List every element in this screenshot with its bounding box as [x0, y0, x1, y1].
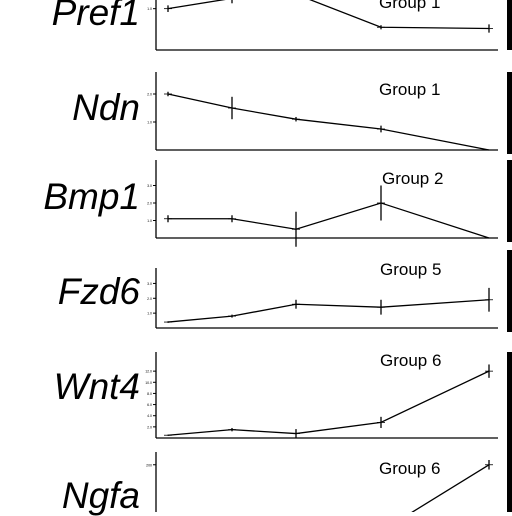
- right-edge-bar-6: [507, 458, 512, 512]
- group-label-ngfa: Group 6: [379, 459, 441, 478]
- series-line-wnt4: [167, 370, 490, 436]
- y-tick-label-pref1-0: 1.0: [147, 7, 152, 11]
- series-line-fzd6: [167, 299, 490, 323]
- right-edge-bar-1: [507, 0, 512, 50]
- gene-label-ngfa: Ngfa: [61, 475, 140, 516]
- y-tick-label-wnt4-2: 6.0: [147, 403, 152, 407]
- y-tick-label-fzd6-0: 1.0: [147, 312, 152, 316]
- gene-label-ndn: Ndn: [72, 87, 140, 128]
- y-tick-label-wnt4-3: 8.0: [147, 392, 152, 396]
- group-label-wnt4: Group 6: [380, 351, 442, 370]
- y-tick-label-wnt4-5: 12.0: [145, 370, 152, 374]
- y-tick-label-wnt4-1: 4.0: [147, 414, 152, 418]
- series-line-pref1: [167, 0, 490, 30]
- series-line-ngfa: [411, 464, 490, 512]
- y-tick-label-wnt4-4: 10.0: [145, 381, 152, 385]
- y-tick-label-fzd6-1: 2.0: [147, 297, 152, 301]
- group-label-fzd6: Group 5: [380, 260, 442, 279]
- y-tick-label-ngfa-0: 200: [146, 463, 152, 467]
- y-tick-label-ndn-0: 1.0: [147, 121, 152, 125]
- group-label-ndn: Group 1: [379, 80, 441, 99]
- group-label-pref1: Group 1: [379, 0, 441, 12]
- series-line-bmp1: [168, 202, 490, 239]
- series-line-ndn: [167, 93, 490, 151]
- right-edge-bar-5: [507, 352, 512, 462]
- y-tick-label-ndn-1: 2.0: [147, 93, 152, 97]
- y-tick-label-bmp1-0: 1.0: [147, 219, 152, 223]
- right-edge-bar-3: [507, 160, 512, 242]
- right-edge-bar-2: [507, 72, 512, 154]
- y-tick-label-fzd6-2: 3.0: [147, 282, 152, 286]
- y-tick-label-wnt4-0: 2.0: [147, 425, 152, 429]
- group-label-bmp1: Group 2: [382, 169, 444, 188]
- gene-label-bmp1: Bmp1: [43, 176, 140, 217]
- y-tick-label-bmp1-2: 3.0: [147, 184, 152, 188]
- right-edge-bar-4: [507, 250, 512, 332]
- gene-label-wnt4: Wnt4: [53, 366, 140, 407]
- gene-label-pref1: Pref1: [51, 0, 140, 33]
- gene-label-fzd6: Fzd6: [57, 271, 140, 312]
- y-tick-label-bmp1-1: 2.0: [147, 202, 152, 206]
